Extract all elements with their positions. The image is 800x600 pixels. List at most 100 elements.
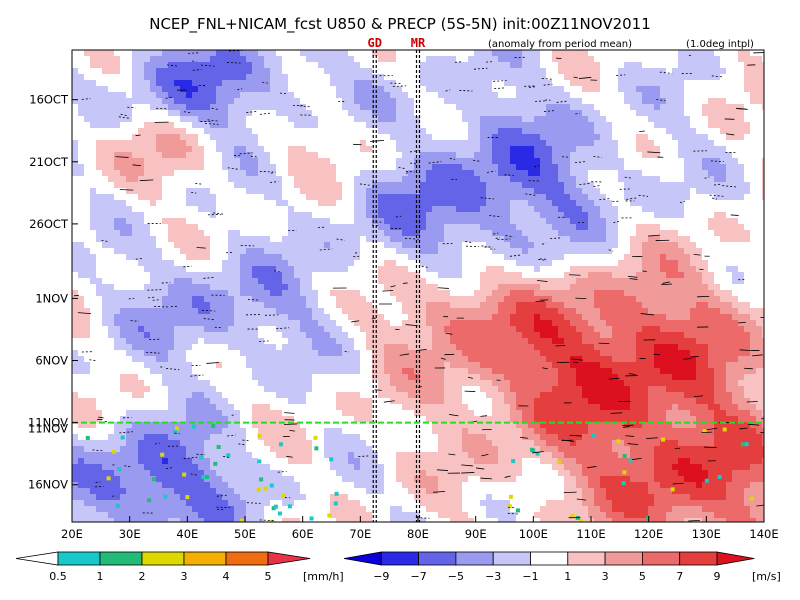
field-cell — [504, 260, 511, 267]
field-cell — [168, 128, 175, 135]
field-cell — [360, 146, 367, 153]
field-cell — [750, 98, 757, 105]
field-cell — [72, 152, 79, 159]
field-cell — [558, 236, 565, 243]
field-cell — [438, 110, 445, 117]
field-cell — [696, 116, 703, 123]
field-cell — [672, 302, 679, 309]
field-cell — [300, 80, 307, 87]
field-cell — [504, 158, 511, 165]
field-cell — [516, 164, 523, 171]
field-cell — [318, 98, 325, 105]
field-cell — [312, 68, 319, 75]
field-cell — [222, 98, 229, 105]
field-cell — [732, 98, 739, 105]
field-cell — [372, 92, 379, 99]
field-cell — [138, 260, 145, 267]
field-cell — [552, 122, 559, 129]
field-cell — [120, 272, 127, 279]
field-cell — [372, 152, 379, 159]
field-cell — [612, 212, 619, 219]
field-cell — [192, 170, 199, 177]
field-cell — [396, 182, 403, 189]
field-cell — [678, 128, 685, 135]
field-cell — [492, 128, 499, 135]
field-cell — [642, 254, 649, 261]
field-cell — [612, 116, 619, 123]
field-cell — [432, 170, 439, 177]
field-cell — [636, 74, 643, 81]
field-cell — [216, 278, 223, 285]
field-cell — [732, 152, 739, 159]
field-cell — [432, 248, 439, 255]
field-cell — [162, 104, 169, 111]
field-cell — [534, 62, 541, 69]
field-cell — [576, 236, 583, 243]
field-cell — [186, 260, 193, 267]
field-cell — [216, 56, 223, 63]
field-cell — [306, 104, 313, 111]
field-cell — [624, 140, 631, 147]
field-cell — [102, 140, 109, 147]
field-cell — [588, 236, 595, 243]
field-cell — [570, 98, 577, 105]
field-cell — [102, 188, 109, 195]
field-cell — [366, 254, 373, 261]
field-cell — [450, 272, 457, 279]
field-cell — [210, 86, 217, 93]
field-cell — [354, 212, 361, 219]
field-cell — [738, 272, 745, 279]
field-cell — [552, 86, 559, 93]
field-cell — [540, 158, 547, 165]
field-cell — [282, 296, 289, 303]
field-cell — [486, 80, 493, 87]
field-cell — [714, 248, 721, 255]
field-cell — [318, 164, 325, 171]
field-cell — [630, 92, 637, 99]
field-cell — [420, 194, 427, 201]
field-cell — [564, 128, 571, 135]
field-cell — [522, 122, 529, 129]
field-cell — [342, 68, 349, 75]
field-cell — [606, 230, 613, 237]
field-cell — [294, 68, 301, 75]
field-cell — [684, 272, 691, 279]
field-cell — [558, 302, 565, 309]
field-cell — [618, 290, 625, 297]
field-cell — [306, 62, 313, 69]
field-cell — [174, 104, 181, 111]
field-cell — [486, 182, 493, 189]
field-cell — [762, 260, 764, 267]
field-cell — [378, 74, 385, 81]
field-cell — [318, 68, 325, 75]
field-cell — [684, 212, 691, 219]
field-cell — [168, 200, 175, 207]
field-cell — [120, 224, 127, 231]
field-cell — [654, 296, 661, 303]
field-cell — [672, 110, 679, 117]
field-cell — [720, 110, 727, 117]
field-cell — [366, 152, 373, 159]
field-cell — [330, 230, 337, 237]
field-cell — [240, 224, 247, 231]
field-cell — [96, 176, 103, 183]
field-cell — [588, 230, 595, 237]
field-cell — [642, 272, 649, 279]
field-cell — [402, 122, 409, 129]
field-cell — [552, 302, 559, 309]
field-cell — [726, 236, 733, 243]
field-cell — [612, 278, 619, 285]
field-cell — [366, 68, 373, 75]
field-cell — [108, 152, 115, 159]
field-cell — [666, 278, 673, 285]
field-cell — [348, 218, 355, 225]
field-cell — [156, 260, 163, 267]
field-cell — [762, 50, 764, 57]
field-cell — [258, 290, 265, 297]
field-cell — [402, 74, 409, 81]
field-cell — [306, 50, 313, 57]
field-cell — [606, 98, 613, 105]
field-cell — [504, 230, 511, 237]
field-cell — [378, 248, 385, 255]
field-cell — [204, 56, 211, 63]
